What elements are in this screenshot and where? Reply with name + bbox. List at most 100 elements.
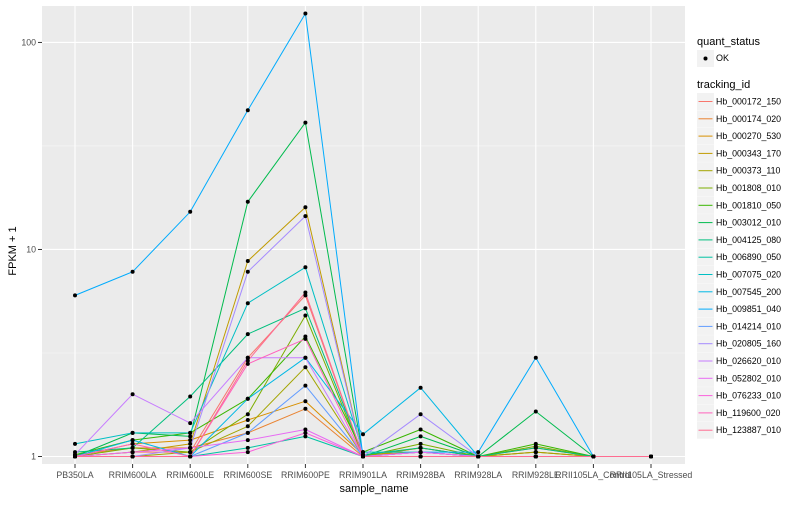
data-point	[245, 412, 250, 417]
legend-quant-point	[703, 56, 708, 61]
data-point	[245, 430, 250, 435]
data-point	[245, 450, 250, 455]
data-point	[245, 355, 250, 360]
x-tick-label: RRIM600LA	[109, 470, 157, 480]
data-point	[533, 450, 538, 455]
data-point	[533, 445, 538, 450]
data-point	[418, 441, 423, 446]
x-tick-label: RRIM901LA	[339, 470, 387, 480]
data-point	[476, 454, 481, 459]
data-point	[649, 454, 653, 459]
data-point	[245, 199, 250, 204]
data-point	[245, 259, 250, 263]
data-point	[73, 454, 77, 459]
x-tick-label: RRIM600SE	[223, 470, 272, 480]
data-point	[303, 214, 308, 219]
legend-item-label: Hb_000373_110	[716, 166, 781, 176]
x-tick-label: PB350LA	[56, 470, 93, 480]
legend-item-label: Hb_020805_160	[716, 339, 781, 349]
data-point	[130, 269, 135, 274]
legend-item-label: Hb_003012_010	[716, 218, 781, 228]
legend-item-label: Hb_026620_010	[716, 356, 781, 366]
data-point	[303, 205, 308, 210]
data-point	[533, 441, 538, 446]
data-point	[303, 293, 308, 298]
data-point	[303, 290, 308, 295]
data-point	[303, 427, 308, 432]
data-point	[418, 445, 423, 450]
data-point	[303, 355, 308, 360]
data-point	[245, 358, 250, 363]
data-point	[245, 301, 250, 306]
legend: quant_status OK tracking_id Hb_000172_15…	[697, 36, 781, 439]
data-point	[303, 383, 308, 388]
data-point	[73, 293, 77, 298]
legend-quant-label: OK	[716, 53, 729, 63]
data-point	[303, 430, 308, 435]
data-point	[418, 434, 423, 439]
data-point	[245, 332, 250, 337]
data-point	[245, 396, 250, 401]
data-point	[303, 306, 308, 311]
axes: 1 10 100 PB350LA RRIM600LA RRIM600LE RRIM600SE…	[21, 37, 692, 480]
legend-item-label: Hb_000174_020	[716, 114, 781, 124]
legend-item-label: Hb_123887_010	[716, 425, 781, 435]
data-point	[303, 365, 308, 370]
data-point	[245, 418, 250, 422]
legend-item-label: Hb_000343_170	[716, 148, 781, 158]
data-point	[533, 454, 538, 459]
data-point	[303, 120, 308, 125]
data-point	[73, 441, 77, 446]
data-point	[591, 454, 596, 459]
data-point	[188, 450, 193, 455]
data-point	[303, 434, 308, 439]
data-point	[303, 11, 308, 16]
data-point	[188, 454, 193, 459]
legend-item-label: Hb_007075_020	[716, 270, 781, 280]
data-point	[303, 336, 308, 341]
x-tick-label: RRIM928BA	[396, 470, 445, 480]
data-point	[303, 406, 308, 411]
data-point	[361, 454, 365, 459]
x-tick-label: RRIM928LA	[454, 470, 502, 480]
legend-item-label: Hb_014214_010	[716, 321, 781, 331]
data-point	[418, 450, 423, 455]
data-point	[130, 438, 135, 443]
data-point	[130, 450, 135, 455]
legend-item-label: Hb_009851_040	[716, 304, 781, 314]
data-point	[130, 441, 135, 446]
data-point	[303, 265, 308, 270]
x-axis-title: sample_name	[339, 483, 408, 495]
plot-panel	[42, 6, 685, 464]
data-point	[418, 412, 423, 417]
legend-item-label: Hb_001810_050	[716, 200, 781, 210]
data-point	[188, 441, 193, 446]
legend-item-label: Hb_000270_530	[716, 131, 781, 141]
data-point	[361, 432, 365, 437]
data-point	[418, 385, 423, 390]
data-point	[418, 454, 423, 459]
x-tick-label: RRIM928LE	[512, 470, 560, 480]
data-point	[188, 438, 193, 443]
data-point	[188, 430, 193, 435]
y-axis-title: FPKM + 1	[7, 226, 19, 275]
data-point	[188, 421, 193, 426]
y-tick-label: 100	[21, 37, 36, 47]
legend-item-label: Hb_004125_080	[716, 235, 781, 245]
data-point	[245, 361, 250, 366]
x-tick-label: RRIM600LE	[166, 470, 214, 480]
data-point	[188, 394, 193, 399]
series-points	[73, 11, 653, 459]
data-point	[418, 427, 423, 432]
data-point	[303, 313, 308, 318]
data-point	[533, 409, 538, 414]
legend-item-label: Hb_007545_200	[716, 287, 781, 297]
data-point	[188, 209, 193, 214]
data-point	[245, 269, 250, 274]
legend-item-label: Hb_052802_010	[716, 373, 781, 383]
data-point	[188, 434, 193, 439]
data-point	[130, 445, 135, 450]
data-point	[303, 399, 308, 404]
